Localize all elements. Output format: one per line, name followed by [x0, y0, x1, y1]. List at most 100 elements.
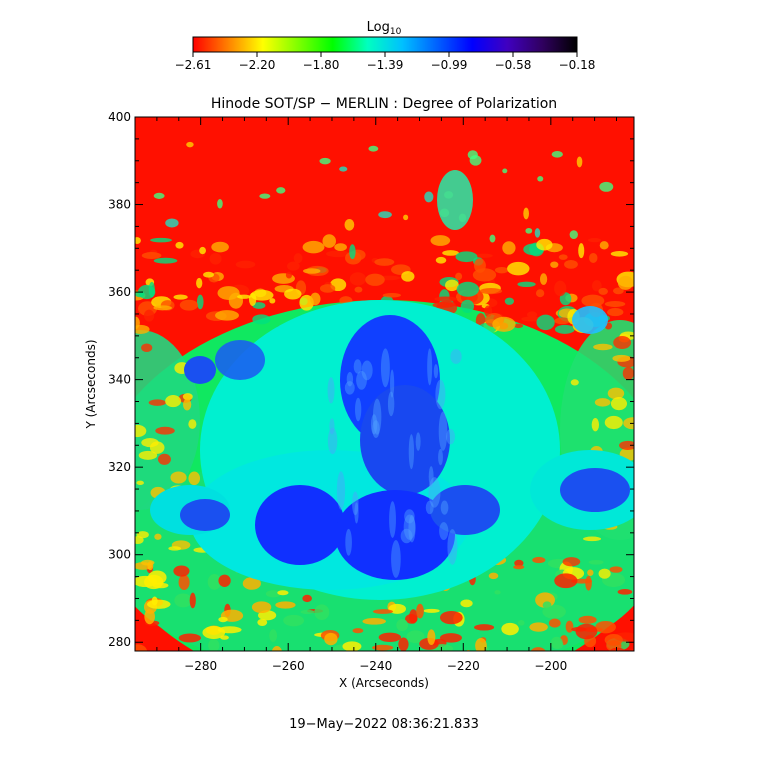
heatmap-region — [400, 528, 413, 544]
heatmap-region — [607, 387, 625, 400]
heatmap-region — [236, 294, 251, 299]
heatmap-region — [438, 448, 443, 466]
heatmap-region — [285, 271, 293, 279]
heatmap-region — [208, 638, 220, 651]
heatmap-region — [217, 286, 240, 300]
heatmap-region — [302, 594, 312, 603]
heatmap-region — [450, 349, 462, 364]
heatmap-region — [153, 257, 178, 264]
heatmap-region — [235, 260, 256, 269]
heatmap-region — [135, 644, 148, 651]
heatmap-region — [257, 618, 268, 627]
heatmap-region — [502, 168, 508, 174]
heatmap-region — [183, 398, 192, 411]
heatmap-region — [610, 397, 627, 411]
heatmap-region — [148, 281, 155, 298]
heatmap-region — [196, 277, 203, 289]
heatmap-region — [136, 480, 144, 486]
heatmap-region — [401, 271, 415, 282]
heatmap-region — [135, 324, 150, 334]
heatmap-region — [440, 500, 449, 515]
heatmap-region — [153, 192, 165, 199]
y-axis: 280 300 320 340 360 380 400 — [108, 110, 634, 649]
heatmap-region — [353, 359, 362, 374]
heatmap-region — [589, 252, 598, 263]
heatmap-region — [398, 637, 409, 651]
heatmap-region — [175, 241, 184, 249]
heatmap-region — [435, 379, 446, 410]
heatmap-region — [389, 501, 396, 538]
heatmap-region — [588, 559, 604, 565]
heatmap-region — [372, 398, 382, 435]
heatmap-region — [447, 528, 458, 565]
heatmap-region — [147, 599, 171, 609]
heatmap-region — [591, 280, 602, 292]
heatmap-region — [199, 246, 206, 255]
heatmap-region — [355, 397, 362, 422]
heatmap-region — [265, 590, 282, 598]
heatmap-region — [550, 261, 559, 268]
colorbar: Log10 −2.61 −2.20 −1.80 −1.39 −0.99 −0.58 −0.1… — [175, 20, 596, 72]
x-tick-label: −260 — [272, 659, 305, 673]
colorbar-tick-label: −2.61 — [175, 58, 212, 72]
heatmap-region — [537, 176, 544, 182]
heatmap-region — [361, 360, 373, 381]
colorbar-tick-label: −0.18 — [559, 58, 596, 72]
heatmap-region — [271, 646, 282, 651]
plot-frame — [134, 116, 635, 652]
heatmap-region — [324, 632, 338, 646]
heatmap-region — [344, 218, 355, 231]
heatmap-region — [521, 316, 542, 322]
heatmap-region — [554, 573, 578, 589]
heatmap-region — [604, 301, 626, 308]
heatmap-region — [319, 284, 336, 293]
heatmap-region — [370, 414, 378, 435]
heatmap-region — [372, 420, 380, 438]
heatmap-region — [354, 286, 363, 293]
heatmap-region — [430, 235, 451, 246]
heatmap-region — [403, 514, 416, 540]
heatmap-region — [336, 471, 346, 510]
heatmap-region — [517, 620, 525, 626]
heatmap-region — [342, 641, 362, 651]
heatmap-region — [517, 281, 536, 288]
heatmap-region — [387, 391, 395, 417]
colorbar-ticks: −2.61 −2.20 −1.80 −1.39 −0.99 −0.58 −0.18 — [175, 52, 596, 72]
heatmap-region — [598, 287, 608, 295]
heatmap-region — [141, 438, 159, 448]
heatmap-region — [530, 647, 546, 651]
heatmap-region — [188, 471, 201, 486]
heatmap-region — [329, 418, 335, 435]
heatmap-region — [613, 336, 632, 349]
heatmap-region — [435, 256, 447, 264]
heatmap-region — [217, 199, 223, 209]
heatmap-region — [179, 299, 199, 311]
heatmap-region — [442, 250, 459, 256]
heatmap-region — [138, 450, 158, 460]
heatmap-region — [135, 237, 141, 244]
heatmap-region — [352, 491, 359, 516]
heatmap-region — [434, 296, 458, 302]
heatmap-region — [202, 626, 226, 640]
heatmap-region — [623, 417, 634, 430]
y-tick-label: 360 — [108, 285, 131, 299]
heatmap-region — [174, 593, 193, 608]
heatmap-region — [349, 244, 356, 260]
heatmap-region — [488, 572, 499, 580]
heatmap-region — [415, 432, 421, 451]
heatmap-region — [154, 533, 162, 540]
heatmap-region — [188, 419, 197, 429]
heatmap-region — [345, 528, 352, 556]
heatmap-region — [494, 590, 501, 595]
heatmap-region — [302, 240, 325, 254]
heatmap-region — [140, 559, 155, 566]
heatmap-region — [617, 588, 633, 595]
heatmap-region — [250, 289, 274, 301]
heatmap-region — [365, 273, 385, 286]
heatmap-region — [594, 398, 611, 407]
heatmap-region — [551, 151, 563, 158]
heatmap-region — [432, 301, 455, 308]
heatmap-region — [455, 251, 478, 263]
heatmap-region — [269, 298, 276, 304]
heatmap-region — [277, 590, 289, 596]
